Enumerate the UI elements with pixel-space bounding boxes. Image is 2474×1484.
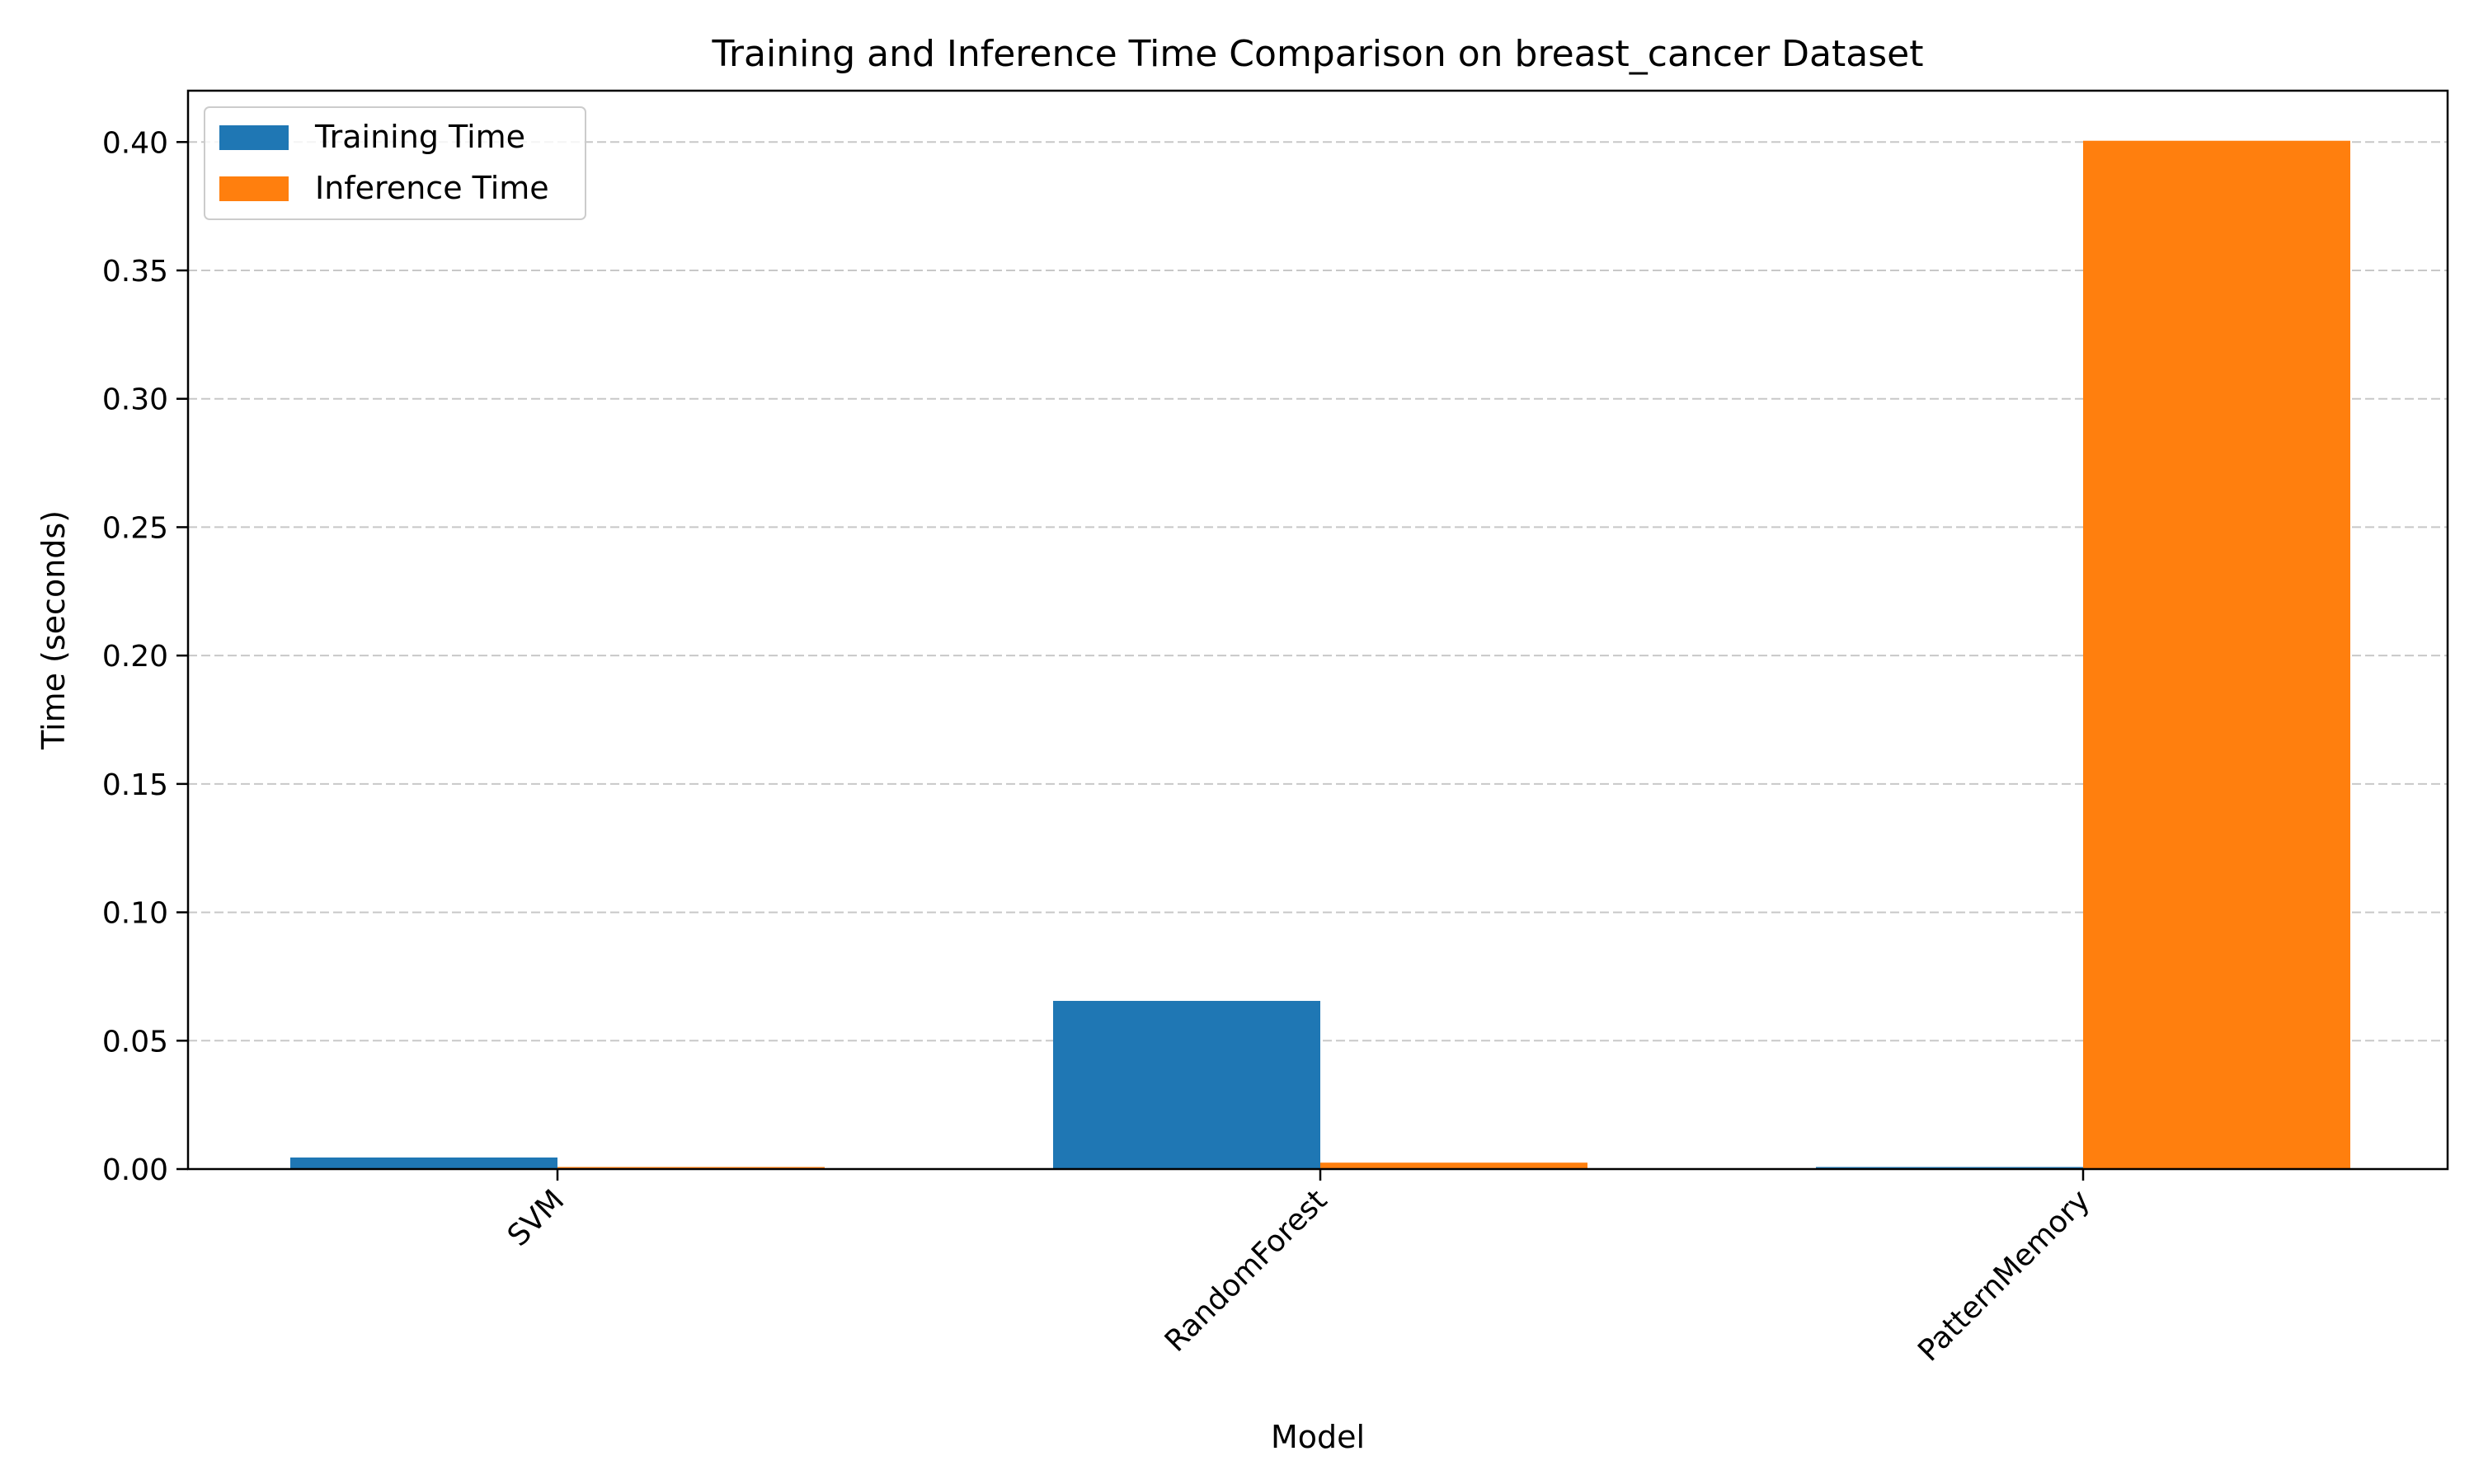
bar-inference-time-patternmemory <box>2083 140 2350 1170</box>
y-tick-label: 0.25 <box>102 511 168 545</box>
y-tick-label: 0.30 <box>102 383 168 417</box>
bar-training-time-svm <box>290 1157 557 1169</box>
y-tick-label: 0.15 <box>102 768 168 802</box>
y-tick-label: 0.05 <box>102 1025 168 1059</box>
y-tick-label: 0.00 <box>102 1153 168 1187</box>
bar-inference-time-randomforest <box>1320 1162 1587 1169</box>
y-tick-label: 0.20 <box>102 640 168 674</box>
grid-lines <box>188 141 2448 1042</box>
y-tick-label: 0.35 <box>102 255 168 289</box>
legend-swatch-inference-time <box>219 176 289 201</box>
legend-label-training-time: Training Time <box>314 119 525 155</box>
legend-box <box>204 106 586 220</box>
y-axis: 0.00 0.05 0.10 0.15 0.20 0.25 0.30 0.35 0.40 <box>102 126 188 1187</box>
bars <box>290 140 2350 1170</box>
chart-title: Training and Inference Time Comparison o… <box>712 33 1924 75</box>
legend: Training Time Inference Time <box>204 106 586 220</box>
legend-label-inference-time: Inference Time <box>315 170 549 206</box>
plot-frame <box>186 89 2449 1171</box>
y-tick-label: 0.40 <box>102 126 168 160</box>
bar-training-time-randomforest <box>1053 1001 1320 1169</box>
y-axis-label: Time (seconds) <box>35 510 72 750</box>
legend-swatch-training-time <box>219 125 289 150</box>
x-axis-label: Model <box>1271 1419 1365 1455</box>
y-tick-label: 0.10 <box>102 897 168 931</box>
